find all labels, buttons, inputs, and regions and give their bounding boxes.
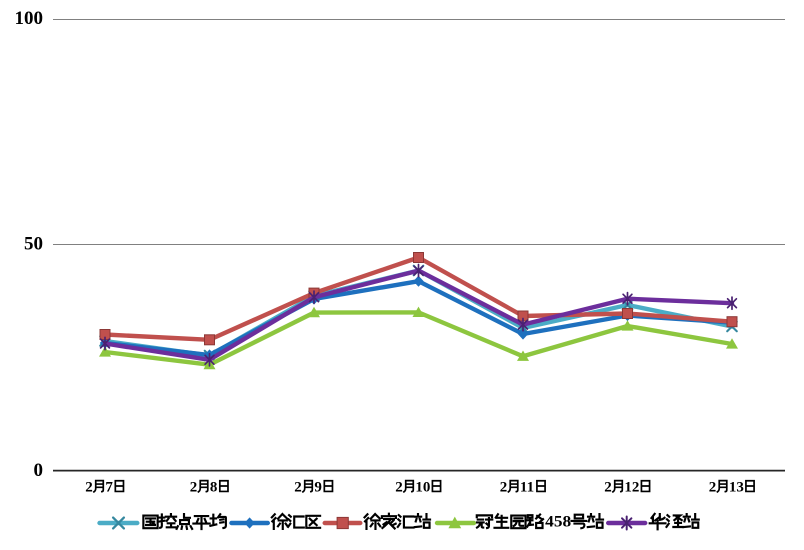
svg-text:2: 2 <box>294 480 302 496</box>
svg-text:10: 10 <box>415 480 430 496</box>
svg-text:458: 458 <box>545 513 571 530</box>
svg-text:12: 12 <box>624 480 639 496</box>
svg-text:2: 2 <box>500 480 508 496</box>
svg-text:2: 2 <box>85 480 93 496</box>
svg-text:2: 2 <box>190 480 198 496</box>
svg-text:2: 2 <box>604 480 612 496</box>
svg-text:13: 13 <box>729 480 744 496</box>
svg-text:2: 2 <box>395 480 403 496</box>
svg-text:100: 100 <box>15 8 44 29</box>
svg-text:7: 7 <box>105 480 113 496</box>
svg-text:2: 2 <box>709 480 717 496</box>
svg-text:8: 8 <box>210 480 218 496</box>
svg-text:0: 0 <box>34 460 44 481</box>
svg-text:50: 50 <box>24 234 43 255</box>
svg-text:11: 11 <box>520 480 534 496</box>
svg-text:9: 9 <box>314 480 322 496</box>
